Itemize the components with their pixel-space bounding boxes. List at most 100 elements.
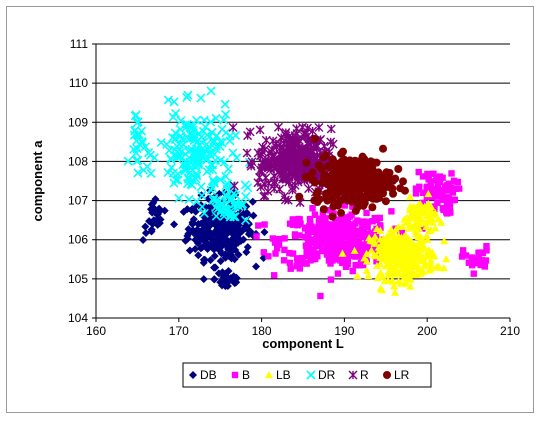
point-marker bbox=[419, 199, 426, 207]
point-marker bbox=[297, 122, 307, 132]
point-marker bbox=[399, 177, 408, 186]
point-marker bbox=[269, 235, 277, 242]
point-marker bbox=[229, 181, 239, 191]
point-marker bbox=[245, 228, 254, 237]
point-marker bbox=[428, 248, 437, 256]
point-marker bbox=[426, 226, 435, 234]
point-marker bbox=[390, 270, 399, 278]
point-marker bbox=[313, 188, 322, 197]
point-marker bbox=[426, 256, 435, 264]
point-marker bbox=[348, 177, 357, 186]
point-marker bbox=[356, 262, 363, 269]
point-marker bbox=[339, 165, 348, 174]
point-marker bbox=[350, 246, 359, 254]
point-marker bbox=[248, 197, 257, 206]
point-marker bbox=[212, 195, 222, 205]
point-marker bbox=[217, 198, 227, 208]
point-marker bbox=[419, 225, 426, 232]
point-marker bbox=[199, 115, 209, 125]
legend-label: LB bbox=[276, 368, 291, 382]
point-marker bbox=[272, 250, 279, 257]
point-marker bbox=[348, 370, 358, 380]
point-marker bbox=[294, 222, 301, 229]
point-marker bbox=[335, 174, 344, 183]
point-marker bbox=[380, 277, 389, 285]
point-marker bbox=[429, 194, 436, 201]
point-marker bbox=[271, 239, 279, 246]
point-marker bbox=[442, 255, 451, 263]
point-marker bbox=[309, 205, 316, 212]
point-marker bbox=[188, 155, 198, 165]
point-marker bbox=[174, 139, 184, 149]
point-marker bbox=[216, 278, 225, 287]
point-marker bbox=[211, 113, 221, 123]
point-marker bbox=[276, 235, 283, 243]
point-marker bbox=[193, 236, 202, 245]
point-marker bbox=[340, 186, 349, 195]
point-marker bbox=[234, 237, 243, 246]
point-marker bbox=[359, 261, 367, 269]
point-marker bbox=[406, 255, 415, 263]
point-marker bbox=[441, 194, 449, 201]
point-marker bbox=[188, 204, 197, 213]
point-marker bbox=[130, 125, 140, 135]
point-marker bbox=[194, 128, 204, 138]
point-marker bbox=[269, 179, 279, 189]
point-marker bbox=[261, 135, 271, 145]
point-marker bbox=[310, 134, 319, 143]
point-marker bbox=[137, 138, 147, 148]
point-marker bbox=[449, 189, 457, 196]
point-marker bbox=[296, 216, 303, 223]
point-marker bbox=[257, 163, 267, 173]
point-marker bbox=[219, 273, 228, 282]
point-marker bbox=[429, 210, 438, 219]
point-marker bbox=[408, 268, 417, 276]
point-marker bbox=[221, 171, 231, 181]
y-tick-label: 104 bbox=[68, 311, 88, 325]
point-marker bbox=[436, 178, 444, 186]
point-marker bbox=[408, 246, 417, 255]
point-marker bbox=[349, 239, 357, 247]
x-tick-label: 170 bbox=[169, 324, 189, 338]
point-marker bbox=[425, 260, 434, 269]
point-marker bbox=[213, 241, 222, 250]
point-marker bbox=[373, 258, 380, 265]
point-marker bbox=[408, 207, 417, 215]
point-marker bbox=[360, 254, 369, 262]
point-marker bbox=[410, 203, 419, 211]
point-marker bbox=[344, 222, 352, 230]
point-marker bbox=[468, 261, 476, 269]
point-marker bbox=[440, 206, 447, 214]
point-marker bbox=[412, 185, 420, 192]
point-marker bbox=[434, 199, 441, 206]
point-marker bbox=[300, 259, 307, 266]
point-marker bbox=[419, 253, 428, 262]
point-marker bbox=[358, 152, 367, 161]
point-marker bbox=[417, 245, 426, 253]
point-marker bbox=[209, 176, 219, 186]
point-marker bbox=[361, 184, 370, 193]
point-marker bbox=[419, 173, 427, 180]
point-marker bbox=[249, 211, 258, 220]
point-marker bbox=[397, 265, 406, 273]
point-marker bbox=[245, 127, 255, 137]
point-marker bbox=[383, 256, 392, 264]
point-marker bbox=[389, 235, 398, 243]
point-marker bbox=[308, 175, 317, 184]
point-marker bbox=[378, 241, 387, 249]
point-marker bbox=[231, 371, 239, 379]
legend-label: R bbox=[360, 368, 369, 382]
point-marker bbox=[182, 92, 192, 102]
point-marker bbox=[336, 245, 344, 253]
point-marker bbox=[184, 194, 194, 204]
point-marker bbox=[407, 214, 416, 222]
point-marker bbox=[133, 117, 143, 127]
point-marker bbox=[441, 183, 449, 190]
point-marker bbox=[340, 244, 347, 252]
point-marker bbox=[361, 221, 368, 228]
series-LR bbox=[295, 134, 409, 221]
legend-label: LR bbox=[394, 368, 410, 382]
tick-labels: 104 105 106 107 108 109 110 111 160 170 180 190 200 2… bbox=[68, 37, 520, 338]
point-marker bbox=[341, 248, 349, 255]
point-marker bbox=[156, 215, 165, 224]
